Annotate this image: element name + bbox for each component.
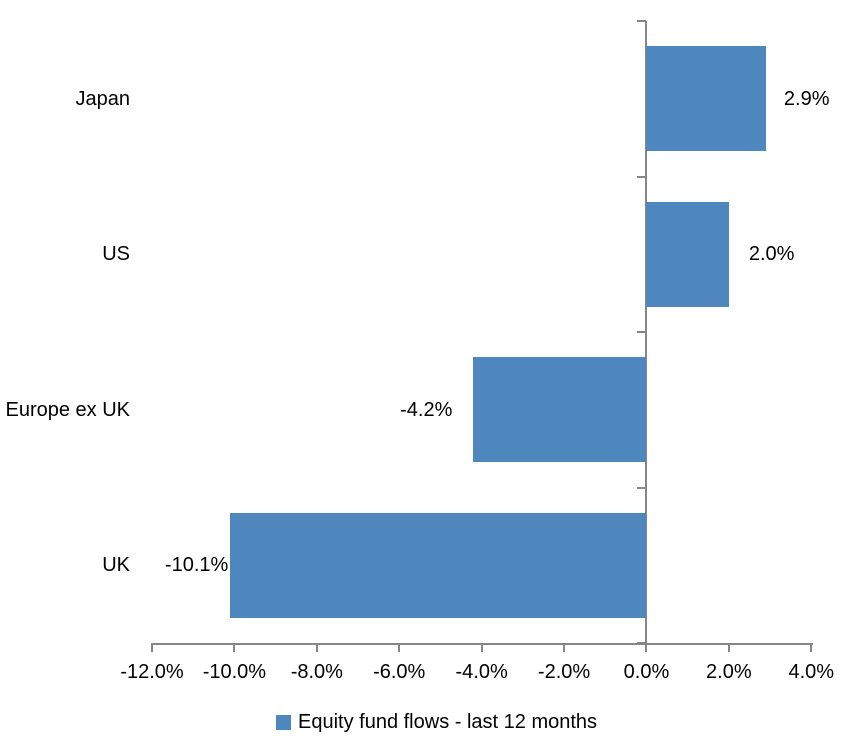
category-label-japan: Japan [75, 87, 131, 110]
value-label-europe-ex-uk: -4.2% [400, 398, 453, 421]
value-axis-tick-label: 4.0% [788, 661, 835, 683]
value-axis-tick-label: -2.0% [537, 661, 591, 683]
category-label-uk: UK [102, 554, 130, 577]
category-axis-tick [637, 642, 646, 644]
bar-us [646, 201, 729, 307]
value-axis-tick-label: -6.0% [373, 661, 426, 683]
value-axis-tick [727, 643, 730, 652]
value-axis-tick [563, 643, 566, 652]
value-label-us: 2.0% [748, 243, 795, 266]
value-axis-tick [645, 643, 648, 652]
category-axis-tick [637, 331, 646, 333]
category-label-us: US [102, 243, 130, 266]
value-axis-tick [151, 643, 153, 652]
category-axis-tick [637, 175, 646, 178]
value-axis-tick [480, 643, 483, 652]
value-axis-tick-label: 0.0% [623, 661, 670, 683]
legend-label: Equity fund flows - last 12 months [298, 711, 598, 733]
value-axis-tick [398, 643, 401, 652]
value-axis-tick-label: -8.0% [290, 661, 343, 683]
value-axis-tick-label: -12.0% [120, 661, 184, 683]
value-axis-tick [233, 643, 236, 652]
value-axis-tick-label: -10.0% [202, 661, 267, 683]
value-axis-tick-label: 2.0% [706, 661, 752, 683]
bar-uk [230, 512, 647, 618]
value-axis-tick-label: -4.0% [455, 661, 508, 683]
category-axis-tick [637, 20, 646, 22]
value-axis-tick [315, 643, 318, 652]
category-axis-tick [637, 486, 646, 489]
category-axis-line [645, 21, 647, 643]
value-label-japan: 2.9% [783, 87, 830, 110]
value-axis-tick [810, 643, 813, 652]
legend: Equity fund flows - last 12 months [276, 709, 597, 735]
bar-europe-ex-uk [473, 357, 647, 463]
value-label-uk: -10.1% [164, 554, 229, 577]
legend-color-swatch-icon [276, 714, 291, 730]
category-label-europe-ex-uk: Europe ex UK [5, 398, 130, 421]
bar-japan [646, 46, 766, 152]
